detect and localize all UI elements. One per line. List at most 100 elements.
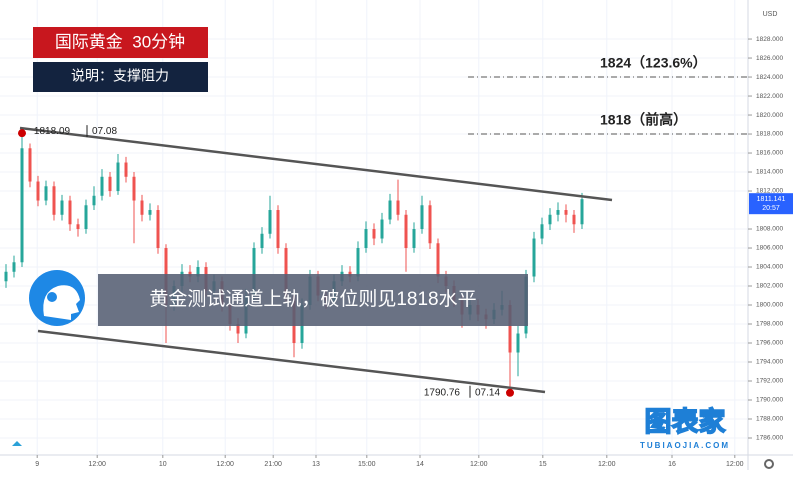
x-tick-label: 10 xyxy=(159,461,167,468)
y-tick-label: 1826.000 xyxy=(756,55,783,62)
x-tick-label: 15:00 xyxy=(358,461,376,468)
candle-body xyxy=(84,205,88,230)
robot-icon xyxy=(29,270,85,326)
y-tick-label: 1812.000 xyxy=(756,188,783,195)
x-tick-label: 14 xyxy=(416,461,424,468)
y-tick-label: 1800.000 xyxy=(756,302,783,309)
x-tick-label: 12:00 xyxy=(216,461,234,468)
candle-body xyxy=(124,162,128,177)
last-price: 1811.141 xyxy=(757,196,786,203)
candle-body xyxy=(260,233,264,249)
lower-channel xyxy=(37,329,546,394)
y-tick-label: 1786.000 xyxy=(756,435,783,442)
y-tick-label: 1808.000 xyxy=(756,226,783,233)
candle-body xyxy=(108,176,112,192)
x-tick-label: 16 xyxy=(668,461,676,468)
y-tick-label: 1824.000 xyxy=(756,74,783,81)
candle-body xyxy=(276,210,280,249)
candle-body xyxy=(268,210,272,234)
level-label: 1818（前高） xyxy=(600,112,687,128)
candle-body xyxy=(388,200,392,220)
logo xyxy=(12,441,22,446)
candle-body xyxy=(52,186,56,215)
settings-icon[interactable] xyxy=(764,459,774,469)
candle-body xyxy=(356,248,360,277)
watermark-url: TUBIAOJIA.COM xyxy=(640,441,730,450)
x-tick-label: 15 xyxy=(539,461,547,468)
candle-body xyxy=(132,176,136,201)
high-dot xyxy=(18,129,26,138)
candle-body xyxy=(116,162,120,192)
last-time: 20:57 xyxy=(762,205,780,212)
high-date: 07.08 xyxy=(92,126,117,137)
candle-body xyxy=(68,200,72,225)
y-tick-label: 1816.000 xyxy=(756,150,783,157)
x-tick-label: 12:00 xyxy=(598,461,616,468)
candle-body xyxy=(284,248,288,296)
candle-body xyxy=(20,148,24,263)
upper-channel xyxy=(19,126,613,202)
candle-body xyxy=(12,262,16,272)
candle-body xyxy=(516,333,520,353)
x-tick-label: 12:00 xyxy=(88,461,106,468)
candle-body xyxy=(140,200,144,215)
candle-body xyxy=(36,181,40,201)
level-label: 1824（123.6%） xyxy=(600,55,707,71)
y-tick-label: 1814.000 xyxy=(756,169,783,176)
x-tick-label: 12:00 xyxy=(470,461,488,468)
y-tick-label: 1788.000 xyxy=(756,416,783,423)
low-date: 07.14 xyxy=(475,387,500,398)
candle-body xyxy=(148,210,152,215)
x-tick-label: 21:00 xyxy=(264,461,282,468)
candle-body xyxy=(428,205,432,244)
y-tick-label: 1822.000 xyxy=(756,93,783,100)
candle-body xyxy=(76,224,80,230)
y-tick-label: 1790.000 xyxy=(756,397,783,404)
candle-body xyxy=(420,205,424,230)
candle-body xyxy=(4,271,8,282)
candle-body xyxy=(28,148,32,182)
banner: 黄金测试通道上轨，破位则见1818水平 xyxy=(149,288,476,310)
candle-body xyxy=(372,229,376,239)
candle-body xyxy=(60,200,64,215)
y-tick-label: 1792.000 xyxy=(756,378,783,385)
candle-body xyxy=(556,210,560,215)
candle-body xyxy=(44,186,48,201)
y-tick-label: 1806.000 xyxy=(756,245,783,252)
subtitle-box xyxy=(33,62,208,92)
y-tick-label: 1802.000 xyxy=(756,283,783,290)
x-tick-label: 12:00 xyxy=(726,461,744,468)
x-tick-label: 9 xyxy=(35,461,39,468)
y-tick-label: 1818.000 xyxy=(756,131,783,138)
candle-body xyxy=(252,248,256,296)
y-tick-label: 1798.000 xyxy=(756,321,783,328)
y-tick-label: 1820.000 xyxy=(756,112,783,119)
y-tick-label: 1794.000 xyxy=(756,359,783,366)
candle-body xyxy=(396,200,400,215)
candle-body xyxy=(236,324,240,334)
candle-body xyxy=(436,243,440,277)
title: 国际黄金 30分钟 xyxy=(55,32,185,51)
candle-body xyxy=(572,214,576,225)
candle-body xyxy=(580,199,584,225)
candle-body xyxy=(412,229,416,249)
candle-body xyxy=(196,267,200,277)
currency: USD xyxy=(763,11,778,18)
watermark-title: 图表家 xyxy=(645,406,726,437)
last-price-box xyxy=(749,193,793,215)
candle-body xyxy=(540,224,544,239)
high-label: 1818.09 xyxy=(34,126,71,137)
candle-body xyxy=(404,214,408,249)
candle-body xyxy=(364,229,368,249)
candle-body xyxy=(100,176,104,196)
x-tick-label: 13 xyxy=(312,461,320,468)
candle-body xyxy=(548,214,552,225)
candle-body xyxy=(380,219,384,239)
candle-body xyxy=(532,238,536,277)
subtitle: 说明：支撑阻力 xyxy=(71,68,169,84)
y-tick-label: 1828.000 xyxy=(756,36,783,43)
candle-body xyxy=(508,305,512,353)
y-tick-label: 1796.000 xyxy=(756,340,783,347)
banner-box xyxy=(98,274,528,326)
